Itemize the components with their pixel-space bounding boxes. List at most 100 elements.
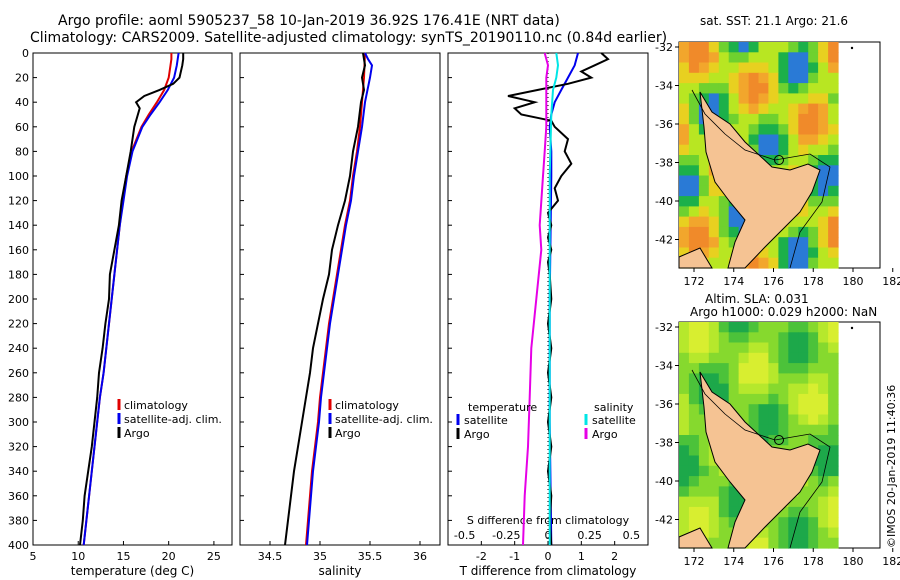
map-cell xyxy=(728,352,740,364)
map-cell xyxy=(728,342,740,354)
map-cell xyxy=(828,155,839,166)
x-tick-label: 5 xyxy=(30,550,37,563)
map-cell xyxy=(708,506,720,518)
title-line-2: Climatology: CARS2009. Satellite-adjuste… xyxy=(30,30,668,46)
map-cell xyxy=(679,435,690,446)
map-cell xyxy=(828,496,839,508)
map-cell xyxy=(688,506,700,518)
map-cell xyxy=(788,506,799,518)
map-y-tick-label: -32 xyxy=(655,321,673,334)
map-cell xyxy=(808,363,819,374)
map-cell xyxy=(688,445,700,457)
map-cell xyxy=(718,52,730,64)
map-cell xyxy=(679,237,690,249)
map-cell xyxy=(698,435,710,446)
map-cell xyxy=(688,373,700,385)
map-cell xyxy=(728,62,740,74)
map-cell xyxy=(798,62,809,74)
map-cell xyxy=(698,342,710,354)
map-cell xyxy=(688,435,700,446)
map-cell xyxy=(679,185,690,197)
map-cell xyxy=(738,383,750,395)
map-cell xyxy=(688,226,700,238)
map-cell xyxy=(679,424,690,436)
map-cell xyxy=(758,42,769,53)
map-cell xyxy=(688,465,700,477)
map-cell xyxy=(698,424,710,436)
map-cell xyxy=(808,506,819,518)
y-tick-label: 40 xyxy=(15,96,29,109)
map-cell xyxy=(828,445,839,457)
map-cell xyxy=(828,322,839,333)
map-cell xyxy=(738,363,750,374)
map-cell xyxy=(679,404,690,416)
map-cell xyxy=(698,332,710,344)
map-cell xyxy=(718,342,730,354)
map-cell xyxy=(798,103,809,115)
series-line-argo xyxy=(284,52,367,546)
map2-title-line-2: Argo h1000: 0.029 h2000: NaN xyxy=(690,305,878,319)
map-cell xyxy=(828,257,839,269)
salinity-panel: 34.5 35 35.5 36 salinity climatologysatellite… xyxy=(239,52,441,578)
map-cell xyxy=(698,455,710,467)
map-cell xyxy=(738,322,750,333)
map-cell xyxy=(808,373,819,385)
map-cell xyxy=(828,83,839,94)
map-cell xyxy=(828,52,839,64)
map-cell xyxy=(758,393,769,405)
map-cell xyxy=(808,52,819,64)
legend-label: Argo xyxy=(592,428,618,441)
map-cell xyxy=(698,496,710,508)
map-cell xyxy=(688,393,700,405)
map-cell xyxy=(788,124,799,136)
map-cell xyxy=(688,496,700,508)
map-cell xyxy=(828,352,839,364)
map-cell xyxy=(698,506,710,518)
map-cell xyxy=(738,42,750,53)
map-cell xyxy=(679,144,690,156)
map-cell xyxy=(798,83,809,94)
map-cell xyxy=(768,124,779,136)
map-cell xyxy=(688,404,700,416)
map-cell xyxy=(798,134,809,146)
y-tick-label: 140 xyxy=(8,219,29,232)
map-cell xyxy=(778,83,789,94)
map-cell xyxy=(698,185,710,197)
white-region-dot xyxy=(850,326,854,330)
map-cell xyxy=(768,383,779,395)
map-cell xyxy=(718,196,730,207)
map-cell xyxy=(778,332,789,344)
legend-label: satellite-adj. clim. xyxy=(124,413,222,426)
map-cell xyxy=(698,216,710,228)
map-cell xyxy=(758,52,769,64)
x-tick-label: 34.5 xyxy=(258,550,283,563)
white-region-dot xyxy=(850,46,854,50)
map-cell xyxy=(688,42,700,53)
map-cell xyxy=(828,206,839,218)
map-cell xyxy=(818,465,829,477)
map-cell xyxy=(828,465,839,477)
y-tick-label: 280 xyxy=(8,391,29,404)
map-y-tick-label: -40 xyxy=(655,475,673,488)
map-cell xyxy=(808,517,819,529)
map-cell xyxy=(768,332,779,344)
map-cell xyxy=(788,383,799,395)
map-cell xyxy=(798,72,809,84)
map-cell xyxy=(828,62,839,74)
map-cell xyxy=(679,216,690,228)
map-cell xyxy=(808,496,819,508)
map-cell xyxy=(818,185,829,197)
land-north-island xyxy=(699,91,821,269)
map-cell xyxy=(808,486,819,498)
map-cell xyxy=(828,455,839,467)
map-cell xyxy=(818,424,829,436)
map-cell xyxy=(698,226,710,238)
map-cell xyxy=(788,342,799,354)
map-cell xyxy=(828,216,839,228)
map-cell xyxy=(728,103,740,115)
plot-frame xyxy=(32,52,233,546)
map-cell xyxy=(728,216,740,228)
map-cell xyxy=(808,527,819,539)
map-cell xyxy=(768,134,779,146)
map-cell xyxy=(828,124,839,136)
